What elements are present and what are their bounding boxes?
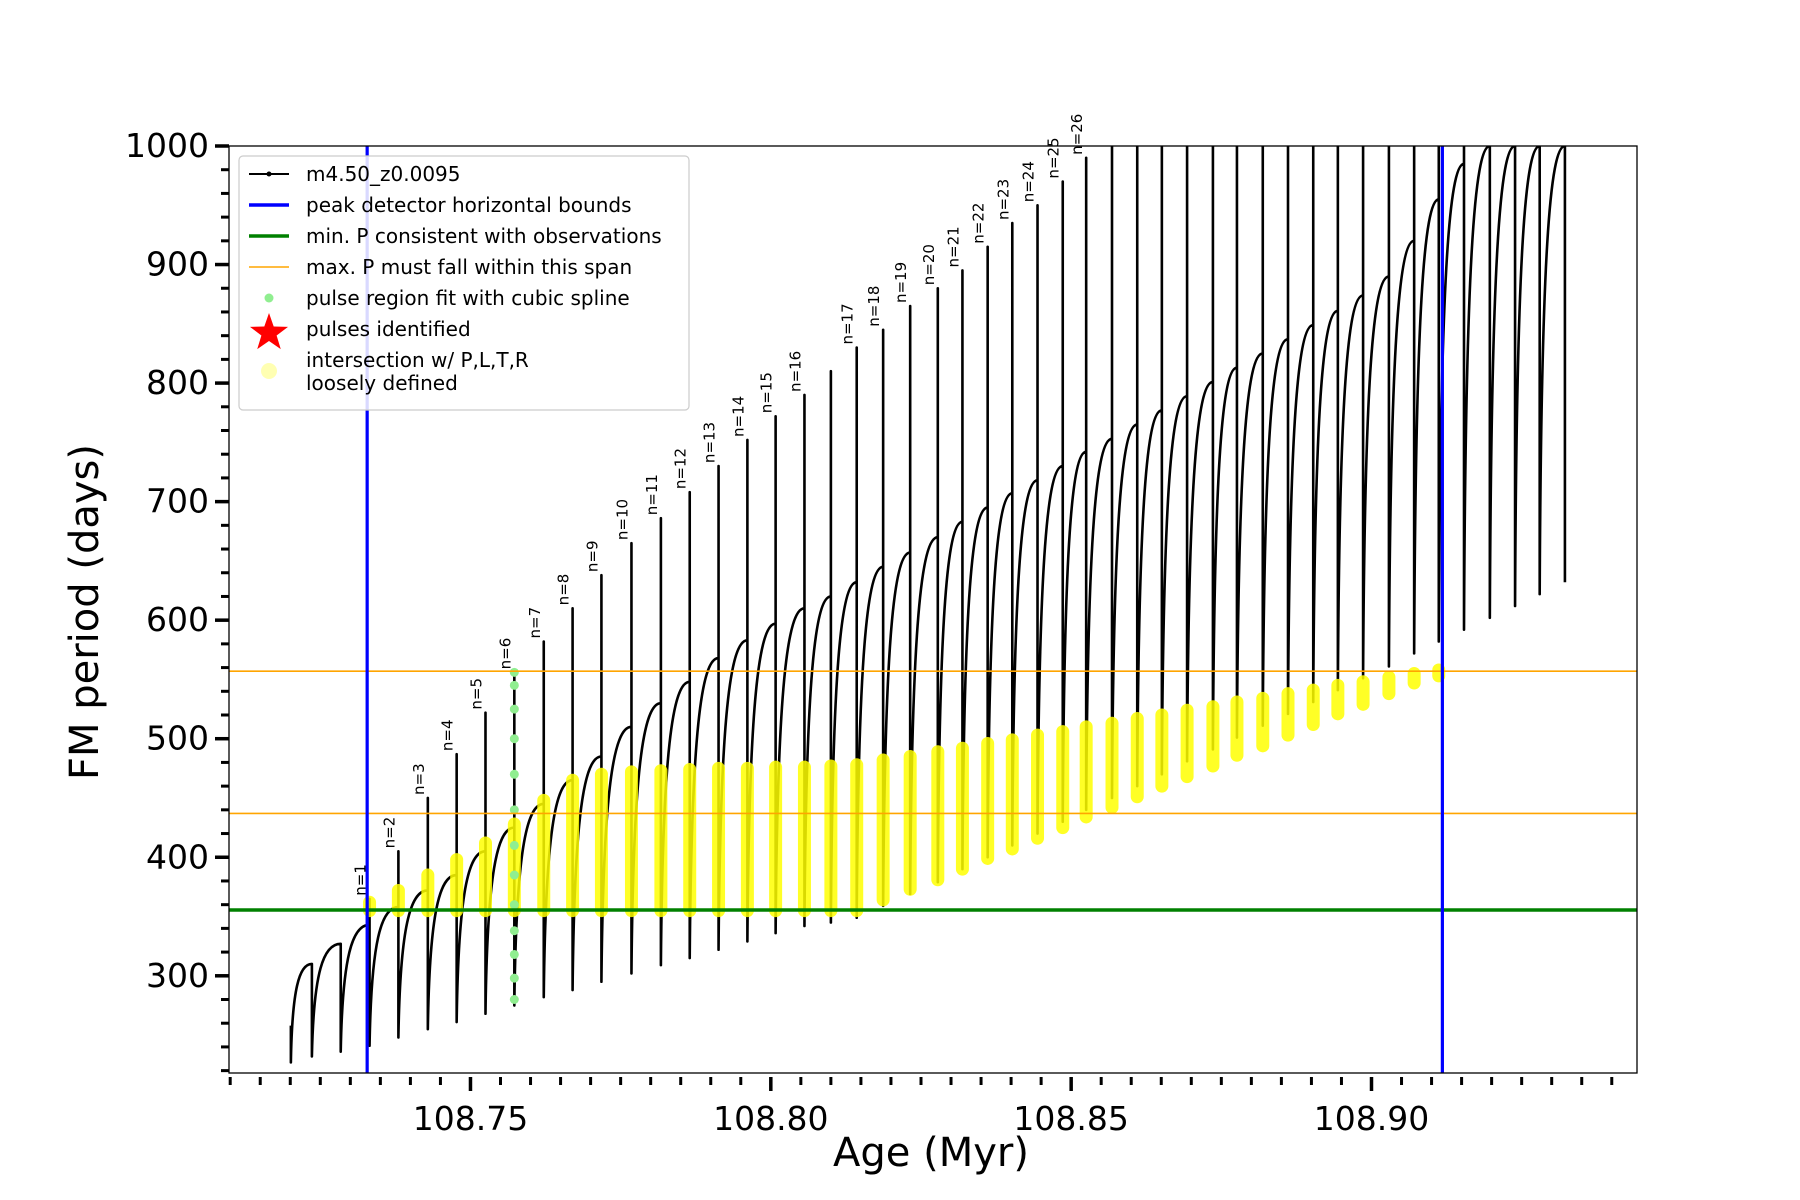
legend-symbol	[261, 363, 277, 379]
pulse-annotation: n=4	[439, 719, 457, 751]
spline-point	[509, 667, 519, 677]
x-tick-label: 108.90	[1314, 1099, 1429, 1138]
axes-frame	[228, 145, 1638, 1074]
y-tick-label: 800	[146, 363, 209, 402]
pulse-annotation: n=1	[352, 864, 370, 896]
pulse-annotation: n=17	[839, 303, 857, 344]
spline-point	[509, 973, 519, 983]
x-tick-label: 108.85	[1013, 1099, 1128, 1138]
pulse-annotation: n=22	[970, 203, 988, 244]
spline-point	[509, 805, 519, 815]
pulse-annotation: n=19	[892, 262, 910, 303]
spline-point	[509, 769, 519, 779]
pulse-annotation: n=12	[672, 448, 690, 489]
x-axis-label: Age (Myr)	[833, 1130, 1029, 1176]
legend-label: min. P consistent with observations	[306, 224, 662, 248]
y-tick-label: 1000	[125, 126, 209, 165]
legend-label: pulse region fit with cubic spline	[306, 286, 630, 310]
pulse-annotation: n=21	[944, 226, 962, 267]
pulse-annotation: n=25	[1045, 137, 1063, 178]
x-tick-label: 108.75	[413, 1099, 528, 1138]
spline-point	[509, 926, 519, 936]
spline-point	[509, 995, 519, 1005]
pulse-annotation: n=11	[643, 474, 661, 515]
pulse-annotation: n=23	[994, 179, 1012, 220]
legend-symbol	[249, 313, 289, 350]
pulse-annotation: n=10	[613, 499, 631, 540]
pulse-annotation: n=18	[865, 286, 883, 327]
plot-area	[229, 146, 1637, 1073]
legend-symbol	[264, 293, 274, 303]
y-tick-label: 500	[146, 719, 209, 758]
legend-box	[238, 155, 690, 411]
spline-point	[509, 704, 519, 714]
spline-point	[509, 900, 519, 910]
pulse-annotation: n=2	[380, 817, 398, 849]
spline-point	[509, 680, 519, 690]
legend-label: max. P must fall within this span	[306, 255, 632, 279]
spline-point	[509, 840, 519, 850]
pulse-annotation: n=8	[555, 574, 573, 606]
y-tick-label: 400	[146, 837, 209, 876]
pulse-annotation: n=16	[786, 351, 804, 392]
y-tick-label: 700	[146, 482, 209, 521]
y-tick-label: 900	[146, 245, 209, 284]
pulse-annotation: n=14	[729, 396, 747, 437]
spline-point	[509, 949, 519, 959]
spline-point	[509, 870, 519, 880]
y-tick-label: 600	[146, 600, 209, 639]
pulse-annotation: n=9	[583, 540, 601, 572]
y-tick-label: 300	[146, 956, 209, 995]
legend-label: pulses identified	[306, 317, 471, 341]
pulse-annotation: n=13	[701, 422, 719, 463]
legend-label: peak detector horizontal bounds	[306, 193, 632, 217]
pulse-annotation: n=6	[496, 638, 514, 670]
pulse-annotation: n=5	[467, 678, 485, 710]
spline-point	[509, 734, 519, 744]
y-axis-label: FM period (days)	[62, 444, 108, 780]
pulse-annotation: n=15	[758, 372, 776, 413]
pulse-annotation: n=24	[1020, 161, 1038, 202]
pulse-annotation: n=26	[1068, 114, 1086, 155]
pulse-annotation: n=3	[410, 763, 428, 795]
x-tick-label: 108.80	[713, 1099, 828, 1138]
pulse-annotation: n=20	[920, 244, 938, 285]
legend-label: intersection w/ P,L,T,R loosely defined	[306, 348, 529, 395]
pulse-annotation: n=7	[526, 607, 544, 639]
legend-label: m4.50_z0.0095	[306, 162, 461, 186]
legend-symbol	[266, 171, 272, 177]
